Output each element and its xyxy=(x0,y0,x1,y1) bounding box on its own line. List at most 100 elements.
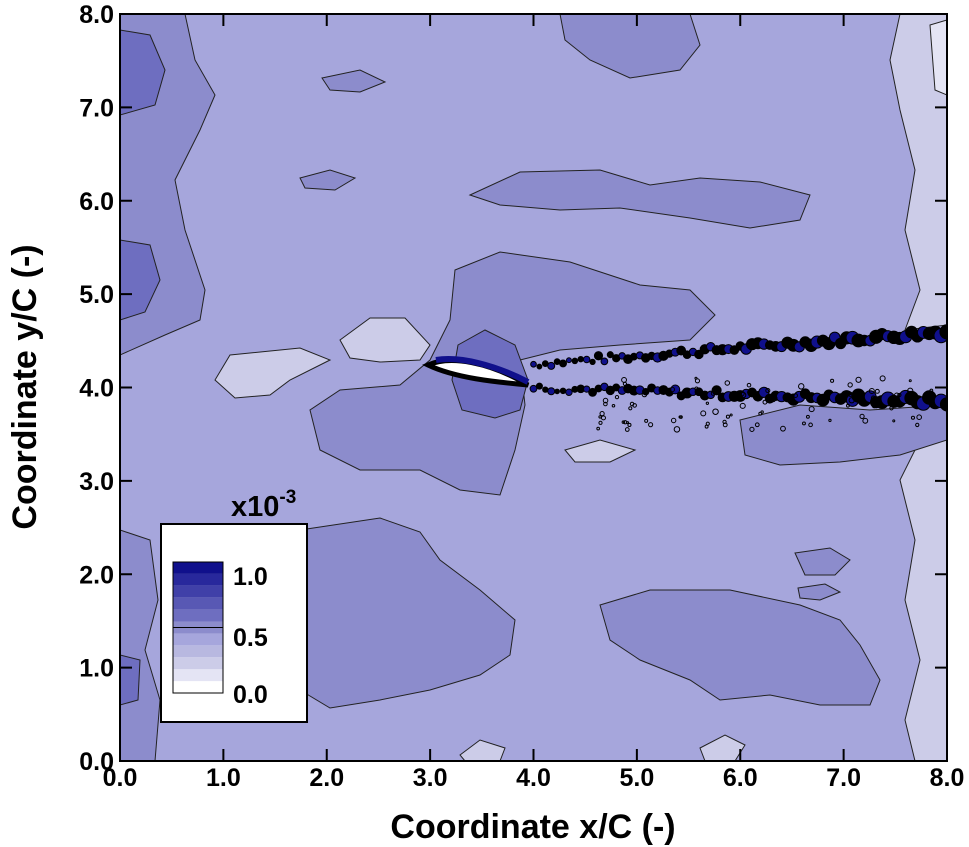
y-tick-label: 0.0 xyxy=(79,748,114,776)
wake-vortex-small xyxy=(632,403,637,408)
contour-region-top-small xyxy=(321,69,387,93)
y-axis-label: Coordinate y/C (-) xyxy=(6,244,44,529)
contour-region-left-dark-2 xyxy=(120,239,161,321)
contour-region-wake-lower-band xyxy=(739,404,947,466)
x-tick-label: 4.0 xyxy=(516,764,551,792)
wake-vortex xyxy=(554,388,560,395)
wake-vortex-small xyxy=(669,386,675,393)
contour-region-lower-small-2 xyxy=(797,583,842,601)
contour-region-lead-light xyxy=(339,317,431,363)
contour-region-lead-light-2 xyxy=(214,347,332,399)
wake-vortex xyxy=(547,361,556,370)
legend-swatch xyxy=(173,585,223,598)
wake-vortex xyxy=(642,388,650,396)
wake-vortex-small xyxy=(830,378,835,383)
airfoil-suction-side-band xyxy=(435,356,530,385)
legend-swatch xyxy=(173,609,223,622)
wake-vortex-small xyxy=(600,415,607,421)
wake-vortex-small xyxy=(648,422,654,428)
legend-swatch xyxy=(173,645,223,658)
contour-region-lower-right xyxy=(599,589,881,706)
wake-vortex-small xyxy=(624,427,630,432)
wake-vortex-small xyxy=(892,419,896,423)
x-tick-label: 3.0 xyxy=(413,764,448,792)
wake-vortex-small xyxy=(848,397,855,404)
wake-vortex-small xyxy=(862,417,869,424)
wake-vortex-small xyxy=(910,415,916,420)
wake-vortex-small xyxy=(641,391,648,398)
legend-swatch xyxy=(173,669,223,682)
wake-vortex xyxy=(547,387,556,396)
wake-vortex-small xyxy=(694,378,701,384)
wake-vortex-small xyxy=(628,406,633,411)
wake-vortex-small xyxy=(673,426,681,433)
wake-vortex-small xyxy=(700,410,707,417)
x-tick-label: 0.0 xyxy=(103,764,138,792)
wake-vortex-small xyxy=(754,422,760,428)
wake-vortex-small xyxy=(679,415,683,419)
y-tick-label: 3.0 xyxy=(79,468,114,496)
y-tick-label: 2.0 xyxy=(79,561,114,589)
legend-swatch xyxy=(173,597,223,610)
legend-label-min: 0.0 xyxy=(233,681,268,709)
wake-vortex xyxy=(711,385,722,396)
wake-vortex-small xyxy=(808,422,813,428)
wake-vortex-small xyxy=(828,418,832,423)
wake-vortex-small xyxy=(746,382,752,388)
wake-vortex-small xyxy=(893,392,900,399)
wake-vortex-small xyxy=(614,394,620,400)
wake-vortex-small xyxy=(798,383,805,390)
legend-multiplier: x10-3 xyxy=(231,487,296,523)
wake-vortex-street xyxy=(529,324,947,433)
wake-vortex-small xyxy=(859,413,865,420)
wake-vortex xyxy=(589,358,596,366)
wake-vortex-small xyxy=(662,390,666,394)
wake-vortex-small xyxy=(710,390,716,396)
wake-vortex-small xyxy=(724,380,731,386)
wake-vortex-small xyxy=(780,425,786,432)
wake-vortex-small xyxy=(705,421,710,426)
wake-vortex-small xyxy=(907,387,914,394)
wake-vortex xyxy=(542,386,549,393)
wake-vortex-small xyxy=(596,426,600,431)
wake-vortex xyxy=(571,357,579,365)
y-axis: 0.0 1.0 2.0 3.0 4.0 5.0 6.0 7.0 8.0 xyxy=(79,1,947,776)
wake-vortex-small xyxy=(762,399,768,405)
wake-vortex xyxy=(536,363,543,370)
wake-vortex-small xyxy=(868,387,875,394)
wake-vortex-small xyxy=(705,401,710,405)
contour-region-lower-small xyxy=(794,547,851,576)
legend-swatch xyxy=(173,657,223,670)
wake-vortex-small xyxy=(606,385,614,393)
wake-vortex xyxy=(600,357,609,366)
wake-vortex-small xyxy=(845,403,850,408)
legend-exponent: -3 xyxy=(279,487,296,508)
contour-region-right-lighter xyxy=(929,19,947,96)
wake-vortex-small xyxy=(788,397,794,402)
x-axis: 0.0 1.0 2.0 3.0 4.0 5.0 6.0 7.0 8.0 xyxy=(103,14,964,792)
contour-region-small-upper xyxy=(299,169,357,191)
wake-vortex xyxy=(559,359,567,368)
wake-vortex xyxy=(565,357,572,364)
wake-vortex-small xyxy=(847,382,853,388)
legend-swatch xyxy=(173,562,223,574)
legend-swatch xyxy=(173,573,223,586)
contour-region-left-dark-1 xyxy=(120,29,166,116)
wake-vortex xyxy=(593,351,604,361)
wake-vortex xyxy=(529,384,538,393)
x-tick-label: 6.0 xyxy=(723,764,758,792)
x-tick-label: 2.0 xyxy=(309,764,344,792)
wake-vortex xyxy=(535,382,543,390)
wake-vortex-small xyxy=(739,402,746,409)
wake-vortex-small xyxy=(694,386,699,391)
wake-vortex-small xyxy=(760,410,764,414)
wake-vortex-small xyxy=(879,375,886,382)
wake-vortex xyxy=(588,387,597,397)
wake-vortex xyxy=(565,388,573,396)
contour-region-left-lower-dark xyxy=(120,654,141,706)
contour-region-top-middle xyxy=(559,14,701,79)
wake-vortex-small xyxy=(712,408,719,415)
wake-vortex-small xyxy=(694,376,698,380)
wake-vortex-small xyxy=(808,406,815,413)
wake-vortex xyxy=(577,355,584,363)
